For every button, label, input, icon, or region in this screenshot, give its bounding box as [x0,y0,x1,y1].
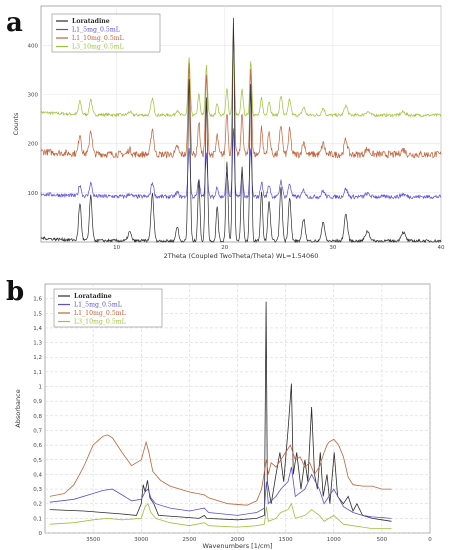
x-tick-label: 2000 [231,537,245,543]
y-tick-label: 1,4 [33,326,42,332]
series-line [40,17,442,244]
y-tick-label: 0,6 [33,443,42,449]
x-tick-label: 3000 [134,537,148,543]
legend-entry: Loratadine [72,18,110,25]
legend-entry: L1_10mg_0.5mL [72,35,124,42]
x-axis-title: 2Theta (Coupled TwoTheta/Theta) WL=1.540… [164,252,319,260]
y-axis-title: Counts [12,112,20,135]
y-tick-label: 1,2 [33,355,42,361]
xrd-chart: 10 20 30 40 100 200 300 400 2Theta (Coupled TwoT… [12,5,445,260]
legend-box [51,13,161,53]
series-line [40,32,442,159]
ftir-chart: 3500 3000 2500 2000 1500 1000 500 0 0 0,1 0,2 0,3 0,… [14,283,432,550]
series-line [49,467,392,519]
y-tick-label: 0,1 [33,516,42,522]
legend-entry: L1_5mg_0.5mL [72,27,120,34]
x-tick-label: 1000 [327,537,341,543]
y-tick-label: 0,3 [33,487,42,493]
panel-label-a: a [6,8,23,38]
x-tick-label: 20 [221,245,228,251]
legend-entry: L3_10mg_0.5mL [74,319,126,326]
legend-box [53,288,163,328]
y-tick-label: 0 [39,531,43,537]
y-tick-label: 1 [39,385,43,391]
x-tick-label: 40 [438,245,445,251]
x-tick-label: 500 [377,537,388,543]
y-axis-title: Absorbance [14,389,22,427]
y-tick-label: 300 [28,93,39,99]
x-tick-label: 1500 [279,537,293,543]
legend-entry: Loratadine [74,293,112,300]
series-line [49,502,392,530]
y-tick-label: 0,4 [33,472,42,478]
y-tick-label: 1,6 [33,297,42,303]
x-tick-label: 2500 [182,537,196,543]
x-axis-title: Wavenumbers [1/cm] [203,542,273,550]
y-tick-label: 0,7 [33,428,42,434]
x-tick-label: 30 [329,245,336,251]
y-tick-label: 1,3 [33,341,42,347]
legend-entry: L1_10mg_0.5mL [74,310,126,317]
legend-entry: L1_5mg_0.5mL [74,302,122,309]
y-tick-label: 0,2 [33,502,42,508]
y-tick-label: 400 [28,43,39,49]
series-line [49,434,392,506]
y-tick-label: 0,5 [33,458,42,464]
legend-entry: L3_10mg_0.5mL [72,44,124,51]
y-tick-label: 200 [28,142,39,148]
x-tick-label: 3500 [86,537,100,543]
y-tick-label: 100 [28,191,39,197]
y-tick-label: 1,1 [33,370,42,376]
y-tick-label: 0,9 [33,399,42,405]
x-tick-label: 10 [113,245,120,251]
panel-label-b: b [6,277,25,307]
series-line [40,36,442,118]
y-tick-label: 1,5 [33,311,42,317]
y-tick-label: 0,8 [33,414,42,420]
x-tick-label: 0 [428,537,432,543]
